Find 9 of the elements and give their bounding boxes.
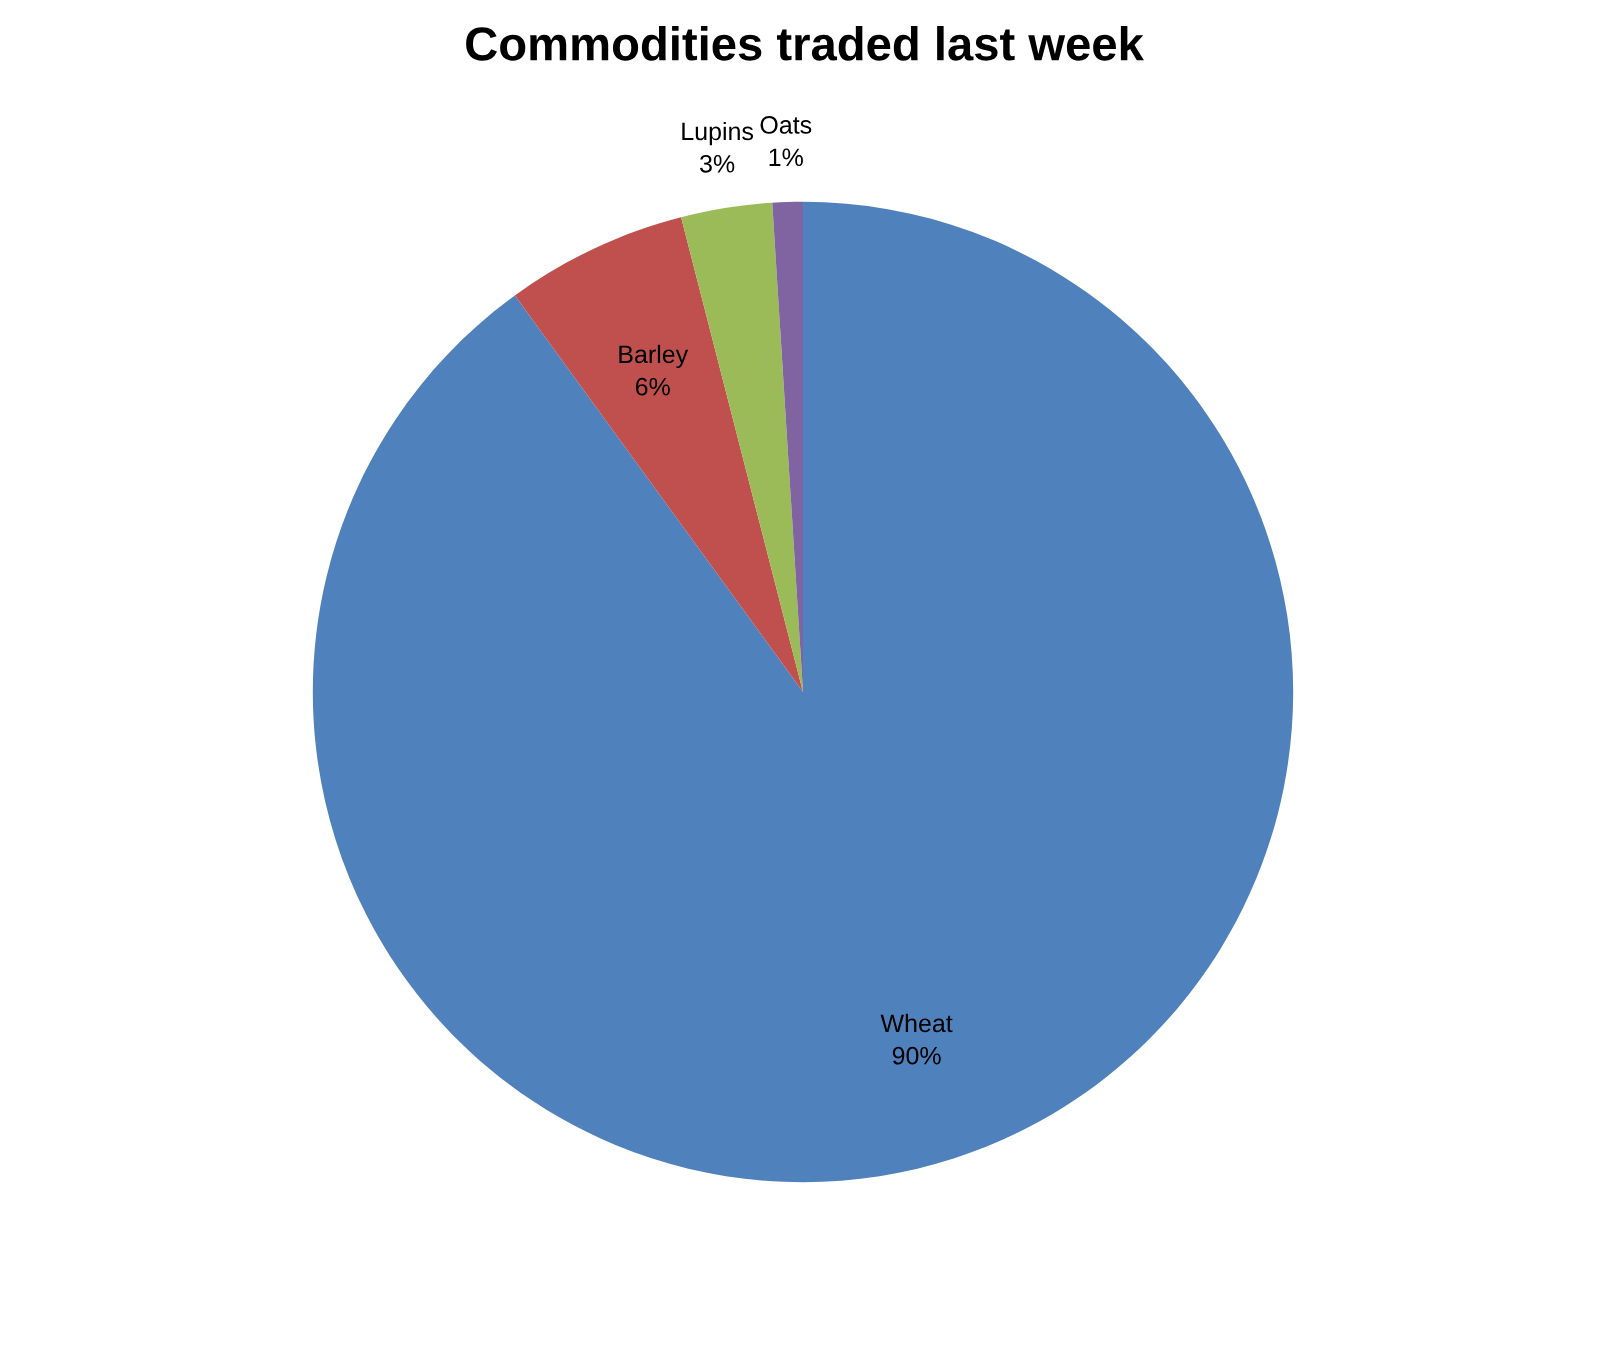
slice-label: Lupins xyxy=(682,121,754,146)
chart-title: Commodities traded last week xyxy=(466,25,1144,61)
slice-label: Wheat xyxy=(880,1013,953,1033)
slice-label: Barley xyxy=(619,344,689,369)
data-label: 6% xyxy=(635,377,670,396)
data-label: 90% xyxy=(892,1046,941,1065)
data-label: 3% xyxy=(700,154,735,173)
slice-label: Oats xyxy=(760,116,812,134)
data-label: 1% xyxy=(769,148,803,167)
